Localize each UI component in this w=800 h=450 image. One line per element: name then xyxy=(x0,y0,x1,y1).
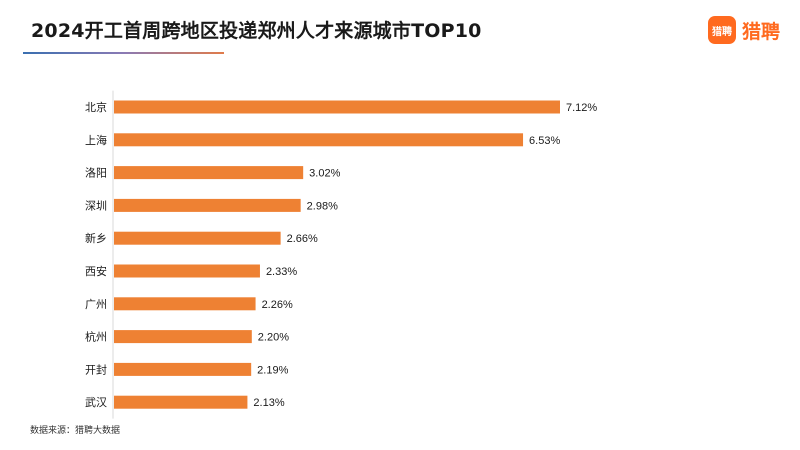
liepin-logo: 猎聘 猎聘 xyxy=(708,14,780,46)
value-label: 2.19% xyxy=(257,364,288,376)
category-label: 西安 xyxy=(85,264,107,278)
value-label: 2.33% xyxy=(266,266,297,278)
value-label: 7.12% xyxy=(566,102,597,114)
bar xyxy=(114,297,256,311)
bar xyxy=(114,231,281,245)
bar xyxy=(114,166,304,180)
value-label: 2.20% xyxy=(258,332,289,344)
value-label: 2.26% xyxy=(262,299,293,311)
bar xyxy=(114,362,252,376)
value-label: 2.98% xyxy=(307,200,338,212)
data-source-note: 数据来源：猎聘大数据 xyxy=(30,426,121,436)
category-label: 深圳 xyxy=(85,199,107,212)
liepin-logo-text: 猎聘 xyxy=(742,20,781,43)
bar xyxy=(114,264,260,278)
category-label: 洛阳 xyxy=(85,166,107,180)
bar xyxy=(114,100,560,114)
value-label: 3.02% xyxy=(309,168,340,180)
title-underline xyxy=(23,52,224,54)
category-label: 开封 xyxy=(85,362,107,376)
value-label: 2.13% xyxy=(253,397,284,409)
value-label: 6.53% xyxy=(529,135,560,147)
chart-title: 2024开工首周跨地区投递郑州人才来源城市TOP10 xyxy=(31,20,482,42)
category-label: 北京 xyxy=(85,100,107,114)
liepin-logo-icon: 猎聘 xyxy=(708,16,736,44)
bar xyxy=(114,395,248,409)
category-label: 上海 xyxy=(85,133,107,147)
bar xyxy=(114,133,524,147)
bar xyxy=(114,198,301,212)
category-label: 新乡 xyxy=(85,231,107,245)
category-label: 广州 xyxy=(85,298,107,311)
bar xyxy=(114,330,252,344)
value-label: 2.66% xyxy=(287,233,318,245)
category-label: 武汉 xyxy=(85,396,107,409)
category-label: 杭州 xyxy=(85,330,107,344)
